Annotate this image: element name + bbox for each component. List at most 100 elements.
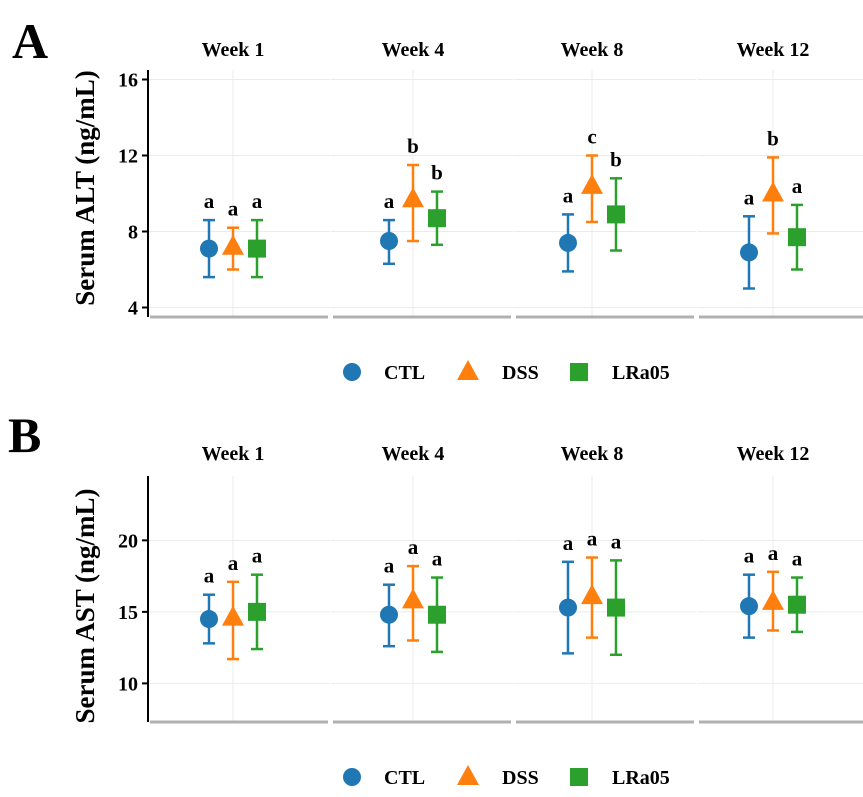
significance-letter: a [228, 551, 239, 575]
y-tick-label: 10 [118, 673, 138, 695]
data-point-dss: b [402, 134, 424, 243]
marker-circle [200, 610, 218, 629]
data-point-dss: c [581, 125, 603, 224]
data-point-lra05: a [788, 547, 806, 634]
facet-title: Week 1 [202, 443, 265, 465]
marker-circle [380, 232, 398, 250]
marker-triangle [581, 584, 603, 605]
marker-square [428, 605, 446, 624]
significance-letter: a [611, 529, 622, 553]
facet-week-12: Week 12a a a [697, 443, 863, 724]
marker-circle [380, 605, 398, 624]
data-point-lra05: a [428, 547, 446, 654]
significance-letter: a [587, 527, 598, 551]
facet-title: Week 8 [561, 443, 624, 465]
significance-letter: b [610, 147, 622, 171]
y-tick-label: 15 [118, 602, 138, 624]
significance-letter: a [563, 531, 574, 555]
data-point-ctl: a [200, 564, 218, 645]
legend: CTL DSS LRa05 [343, 765, 670, 789]
data-point-lra05: b [607, 147, 625, 252]
y-tick-label: 8 [128, 222, 138, 244]
marker-square [788, 228, 806, 247]
legend-label-lra05: LRa05 [612, 767, 670, 789]
significance-letter: a [792, 174, 803, 198]
panel-label: B [8, 407, 41, 463]
marker-triangle [762, 589, 784, 610]
legend-marker-square [570, 363, 588, 381]
significance-letter: a [384, 554, 395, 578]
marker-circle [559, 598, 577, 617]
facet-title: Week 1 [202, 39, 265, 61]
significance-letter: a [384, 189, 395, 213]
facet-title: Week 4 [382, 39, 445, 61]
significance-letter: a [204, 189, 215, 213]
marker-triangle [402, 187, 424, 208]
facet-title: Week 8 [561, 39, 624, 61]
data-point-dss: a [402, 535, 424, 642]
data-point-dss: b [762, 126, 784, 235]
legend-marker-triangle [457, 765, 479, 785]
significance-letter: b [407, 134, 419, 158]
significance-letter: a [228, 197, 239, 221]
legend-label-ctl: CTL [384, 362, 425, 384]
marker-circle [200, 239, 218, 258]
marker-circle [740, 597, 758, 616]
marker-triangle [222, 605, 244, 626]
marker-square [248, 239, 266, 258]
facet-title: Week 12 [737, 443, 810, 465]
legend-marker-triangle [457, 360, 479, 380]
data-point-ctl: a [740, 185, 758, 290]
legend-marker-circle [343, 363, 361, 381]
y-tick-label: 20 [118, 530, 138, 552]
data-point-lra05: a [248, 189, 266, 279]
facet-week-4: Week 4 a bb [331, 39, 513, 319]
marker-triangle [762, 181, 784, 202]
data-point-lra05: a [248, 544, 266, 651]
significance-letter: a [252, 189, 263, 213]
data-point-ctl: a [559, 183, 577, 273]
data-point-ctl: a [740, 544, 758, 639]
panel-label: A [12, 13, 48, 69]
y-axis-label: Serum ALT (ng/mL) [70, 70, 100, 306]
marker-square [428, 209, 446, 228]
y-tick-label: 16 [118, 70, 138, 92]
data-point-dss: a [222, 551, 244, 661]
facet-title: Week 4 [382, 443, 445, 465]
legend-label-dss: DSS [502, 362, 539, 384]
marker-triangle [402, 588, 424, 609]
marker-triangle [222, 234, 244, 255]
data-point-dss: a [581, 527, 603, 639]
legend-label-lra05: LRa05 [612, 362, 670, 384]
marker-circle [559, 233, 577, 252]
legend-marker-square [570, 768, 588, 786]
significance-letter: a [408, 535, 419, 559]
data-point-ctl: a [559, 531, 577, 655]
data-point-lra05: a [788, 174, 806, 271]
significance-letter: b [431, 161, 443, 185]
data-point-lra05: b [428, 161, 446, 247]
marker-square [607, 598, 625, 617]
data-point-ctl: a [380, 189, 398, 266]
significance-letter: a [768, 541, 779, 565]
data-point-lra05: a [607, 529, 625, 657]
significance-letter: a [252, 544, 263, 568]
marker-square [248, 602, 266, 621]
facet-week-8: Week 8a a a [514, 443, 696, 724]
marker-triangle [581, 173, 603, 194]
significance-letter: b [767, 126, 779, 150]
legend: CTL DSS LRa05 [343, 360, 670, 384]
legend-label-ctl: CTL [384, 767, 425, 789]
data-point-ctl: a [200, 189, 218, 279]
significance-letter: a [563, 183, 574, 207]
facet-week-4: Week 4aa a [331, 443, 513, 724]
significance-letter: a [792, 547, 803, 571]
significance-letter: a [432, 547, 443, 571]
y-tick-label: 4 [128, 298, 138, 320]
